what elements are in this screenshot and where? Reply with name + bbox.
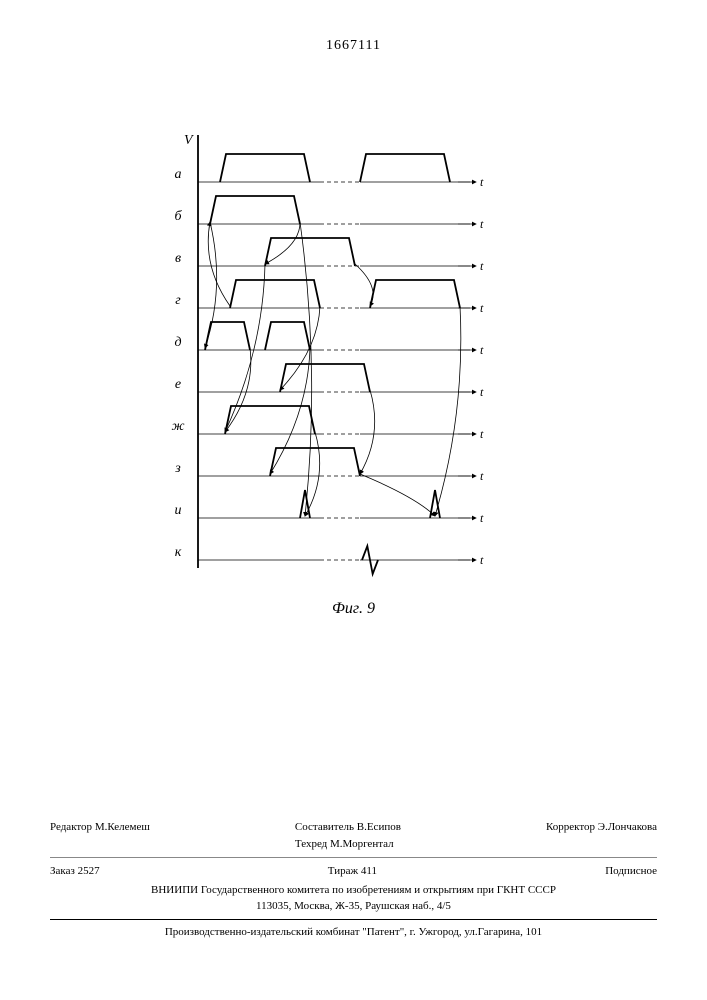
techred-name: М.Моргентал	[330, 838, 394, 850]
compiler-name: В.Есипов	[357, 821, 401, 833]
compiler-block: Составитель В.Есипов Техред М.Моргентал	[295, 819, 401, 852]
svg-text:t: t	[480, 469, 484, 483]
order-label: Заказ	[50, 865, 75, 877]
svg-text:д: д	[174, 335, 181, 350]
svg-text:г: г	[175, 293, 181, 308]
svg-text:к: к	[175, 545, 182, 560]
svg-text:б: б	[174, 209, 182, 224]
figure-caption: Фиг. 9	[0, 600, 707, 618]
svg-text:t: t	[480, 259, 484, 273]
editor-name: М.Келемеш	[95, 821, 150, 833]
corrector-name: Э.Лончакова	[598, 821, 657, 833]
svg-text:е: е	[175, 377, 181, 392]
subscription-text: Подписное	[605, 863, 657, 880]
svg-text:t: t	[480, 553, 484, 567]
footer-block: Редактор М.Келемеш Составитель В.Есипов …	[50, 817, 657, 940]
org-line-2: 113035, Москва, Ж-35, Раушская наб., 4/5	[50, 898, 657, 915]
order-block: Заказ 2527	[50, 863, 100, 880]
svg-text:t: t	[480, 427, 484, 441]
circulation-label: Тираж	[328, 865, 358, 877]
divider	[50, 857, 657, 858]
svg-text:ж: ж	[171, 419, 184, 434]
svg-text:а: а	[175, 167, 182, 182]
techred-label: Техред	[295, 838, 327, 850]
svg-text:t: t	[480, 343, 484, 357]
circulation-number: 411	[361, 865, 377, 877]
svg-text:и: и	[175, 503, 182, 518]
corrector-label: Корректор	[546, 821, 595, 833]
svg-text:t: t	[480, 175, 484, 189]
svg-text:V: V	[184, 133, 194, 148]
svg-text:t: t	[480, 217, 484, 231]
printer-line: Производственно-издательский комбинат "П…	[50, 924, 657, 941]
svg-text:з: з	[174, 461, 181, 476]
svg-text:t: t	[480, 511, 484, 525]
compiler-label: Составитель	[295, 821, 354, 833]
circulation-block: Тираж 411	[328, 863, 377, 880]
editor-block: Редактор М.Келемеш	[50, 819, 150, 852]
svg-text:t: t	[480, 301, 484, 315]
corrector-block: Корректор Э.Лончакова	[546, 819, 657, 852]
svg-text:в: в	[175, 251, 181, 266]
editor-label: Редактор	[50, 821, 92, 833]
divider-2	[50, 919, 657, 920]
order-number: 2527	[78, 865, 100, 877]
timing-diagram: Vа t б t в t г t д t е t ж t з t и t к t	[170, 130, 490, 590]
org-line-1: ВНИИПИ Государственного комитета по изоб…	[50, 882, 657, 899]
svg-text:t: t	[480, 385, 484, 399]
page-number: 1667111	[0, 38, 707, 54]
